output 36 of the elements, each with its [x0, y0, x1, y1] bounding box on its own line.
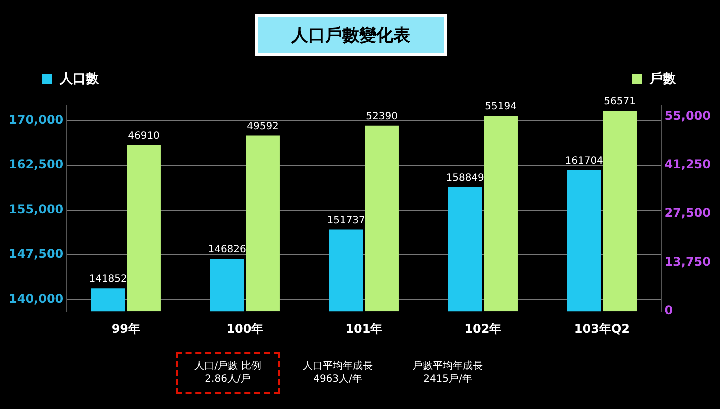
- data-label: 52390: [366, 111, 398, 122]
- legend-label: 人口數: [60, 71, 99, 88]
- bar: [127, 145, 161, 312]
- x-tick-label: 101年: [346, 322, 383, 336]
- y2-tick-label: 0: [664, 304, 674, 318]
- data-label: 141852: [89, 274, 128, 286]
- y-tick-label: 155,000: [9, 202, 64, 216]
- y-tick-label: 140,000: [9, 292, 64, 306]
- data-label: 161704: [565, 156, 604, 167]
- text: 人口平均年成長 4963人/年: [302, 360, 374, 387]
- chart-title: 人口戶數變化表: [255, 14, 447, 56]
- data-label: 158849: [446, 172, 484, 184]
- data-label: 49592: [247, 121, 279, 132]
- x-tick-label: 103年Q2: [574, 322, 630, 336]
- data-label: 151737: [327, 215, 366, 226]
- x-tick-label: 102年: [464, 322, 502, 336]
- x-tick-label: 100年: [226, 322, 264, 336]
- data-label: 146826: [208, 244, 246, 256]
- legend-label: 戶數: [650, 70, 676, 88]
- data-label: 56571: [604, 96, 636, 108]
- data-label: 46910: [128, 130, 160, 142]
- bar: [603, 111, 637, 312]
- y2-tick-label: 27,500: [664, 206, 712, 220]
- bar: [246, 136, 280, 312]
- y-tick-label: 170,000: [9, 113, 64, 128]
- bar: [365, 126, 399, 312]
- y2-tick-label: 13,750: [664, 254, 712, 269]
- bar: [484, 116, 518, 312]
- y-tick-label: 162,500: [9, 158, 64, 172]
- data-label: 55194: [485, 102, 517, 113]
- text: 戶數平均年成長 2415戶/年: [412, 360, 484, 387]
- text: 人口/戶數 比例 2.86人/戶: [176, 352, 280, 394]
- y2-tick-label: 41,250: [664, 158, 712, 172]
- x-tick-label: 99年: [112, 322, 141, 336]
- y-tick-label: 147,500: [9, 247, 64, 262]
- y2-tick-label: 55,000: [664, 108, 712, 123]
